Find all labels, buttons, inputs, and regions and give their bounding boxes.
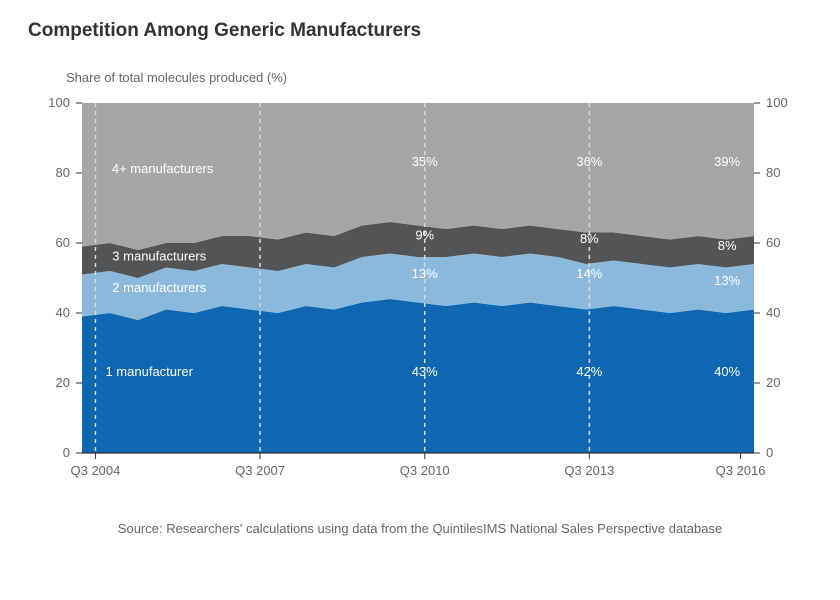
xtick: Q3 2004	[71, 463, 121, 478]
value-label: 42%	[576, 364, 602, 379]
value-label: 43%	[412, 364, 438, 379]
stacked-area-chart: 0 0 20 20 40 40 60 60 80 80 100 100 Q3 2004 Q3 2007 Q3…	[28, 93, 808, 493]
ytick-right: 20	[766, 375, 780, 390]
source-caption: Source: Researchers' calculations using …	[28, 521, 812, 536]
value-label: 13%	[412, 266, 438, 281]
chart-title: Competition Among Generic Manufacturers	[28, 20, 812, 42]
value-label: 36%	[576, 154, 602, 169]
chart-container: 0 0 20 20 40 40 60 60 80 80 100 100 Q3 2004 Q3 2007 Q3…	[28, 93, 812, 493]
value-label: 39%	[714, 154, 740, 169]
value-label: 13%	[714, 273, 740, 288]
ytick-left: 60	[56, 235, 70, 250]
ytick-left: 80	[56, 165, 70, 180]
series-label: 1 manufacturer	[105, 364, 193, 379]
y-axis-label: Share of total molecules produced (%)	[66, 70, 812, 85]
xtick: Q3 2016	[716, 463, 766, 478]
series-label: 4+ manufacturers	[112, 161, 214, 176]
ytick-right: 40	[766, 305, 780, 320]
value-label: 9%	[415, 228, 434, 243]
ytick-right: 60	[766, 235, 780, 250]
xtick: Q3 2007	[235, 463, 285, 478]
series-label: 2 manufacturers	[112, 280, 206, 295]
value-label: 8%	[718, 238, 737, 253]
value-label: 35%	[412, 154, 438, 169]
ytick-left: 40	[56, 305, 70, 320]
xtick: Q3 2010	[400, 463, 450, 478]
ytick-left: 0	[63, 445, 70, 460]
ytick-right: 100	[766, 95, 788, 110]
series-label: 3 manufacturers	[112, 249, 206, 264]
xtick: Q3 2013	[564, 463, 614, 478]
ytick-left: 100	[48, 95, 70, 110]
ytick-right: 80	[766, 165, 780, 180]
value-label: 14%	[576, 266, 602, 281]
value-label: 8%	[580, 231, 599, 246]
ytick-left: 20	[56, 375, 70, 390]
value-label: 40%	[714, 364, 740, 379]
ytick-right: 0	[766, 445, 773, 460]
